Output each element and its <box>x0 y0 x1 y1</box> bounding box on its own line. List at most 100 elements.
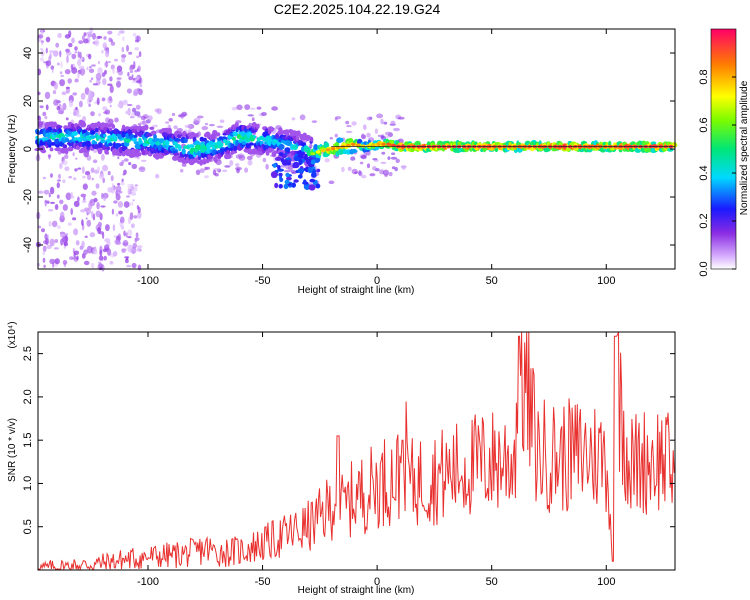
noise-mark <box>91 210 94 219</box>
ridge-core-mark <box>376 142 381 146</box>
noise-mark <box>117 156 120 160</box>
ridge-mark <box>106 146 110 151</box>
spectrogram-y-ticks: -40 -20 0 20 40 <box>22 47 675 253</box>
noise-mark <box>131 201 134 206</box>
noise-mark <box>100 205 106 208</box>
noise-mark <box>97 227 101 234</box>
ridge-mark <box>278 152 284 157</box>
ridge-mark <box>245 143 250 149</box>
ridge-mark <box>97 148 103 155</box>
noise-mark <box>359 161 364 165</box>
ridge-mark <box>127 128 133 135</box>
noise-mark <box>49 186 55 195</box>
x-tick-label: -100 <box>137 576 159 588</box>
noise-mark <box>79 51 82 59</box>
noise-mark <box>397 116 405 120</box>
noise-mark <box>195 169 201 176</box>
noise-mark <box>350 156 356 161</box>
ridge-core-mark <box>330 147 336 151</box>
ridge-mark <box>278 172 283 177</box>
noise-mark <box>345 130 353 134</box>
ridge-mark <box>173 138 181 142</box>
noise-mark <box>103 196 106 201</box>
x-tick-label: 50 <box>486 576 498 588</box>
ridge-mark <box>62 144 68 149</box>
noise-mark <box>138 167 145 170</box>
noise-mark <box>251 117 255 122</box>
snr-y-label: SNR (10 * v/v) <box>7 418 18 482</box>
ridge-mark <box>89 135 97 139</box>
noise-mark <box>95 183 100 189</box>
noise-mark <box>60 211 65 220</box>
noise-mark <box>43 189 50 195</box>
noise-mark <box>59 199 64 205</box>
noise-mark <box>42 250 45 256</box>
noise-mark <box>103 36 107 40</box>
ridge-mark <box>303 179 307 185</box>
noise-mark <box>45 47 48 54</box>
noise-mark <box>67 78 72 84</box>
noise-mark <box>216 125 224 128</box>
noise-mark <box>83 207 90 212</box>
noise-mark <box>135 80 142 84</box>
snr-series-line <box>38 331 675 571</box>
noise-mark <box>86 245 93 254</box>
ridge-mark <box>117 130 122 135</box>
noise-mark <box>78 40 84 44</box>
noise-mark <box>291 117 296 121</box>
ridge-mark <box>71 131 78 136</box>
noise-mark <box>136 245 142 252</box>
ridge-mark <box>117 134 123 140</box>
noise-mark <box>97 81 101 84</box>
noise-mark <box>204 122 209 126</box>
noise-mark <box>68 30 72 38</box>
noise-mark <box>86 31 93 35</box>
noise-mark <box>37 225 42 229</box>
ridge-core-mark <box>371 143 376 147</box>
noise-mark <box>120 216 125 224</box>
noise-mark <box>67 222 72 226</box>
noise-mark <box>43 264 46 268</box>
noise-mark <box>59 231 66 238</box>
ridge-mark <box>255 123 260 129</box>
noise-mark <box>121 57 126 63</box>
noise-mark <box>81 200 87 204</box>
x-tick-label: 100 <box>597 576 615 588</box>
ridge-core-mark <box>310 152 316 156</box>
noise-mark <box>64 233 69 236</box>
colorbar-tick-label: 0.8 <box>698 69 710 84</box>
noise-mark <box>121 47 125 53</box>
noise-mark <box>380 118 384 125</box>
noise-mark <box>291 171 297 175</box>
noise-mark <box>105 224 110 232</box>
noise-mark <box>137 211 142 219</box>
noise-mark <box>363 124 367 131</box>
noise-mark <box>117 182 121 186</box>
noise-mark <box>80 193 87 198</box>
noise-mark <box>90 167 95 173</box>
noise-mark <box>345 120 350 125</box>
noise-mark <box>99 266 103 271</box>
noise-mark <box>130 185 135 191</box>
noise-mark <box>127 229 133 237</box>
ridge-mark <box>285 140 293 147</box>
ridge-mark <box>165 139 170 146</box>
noise-mark <box>244 167 249 173</box>
noise-mark <box>61 91 67 96</box>
noise-mark <box>71 37 75 44</box>
noise-mark <box>366 132 371 138</box>
noise-mark <box>236 104 243 111</box>
noise-mark <box>86 219 92 227</box>
noise-mark <box>204 175 209 179</box>
colorbar-label: Normalized spectral amplitude <box>739 80 750 215</box>
noise-mark <box>122 173 126 176</box>
ridge-mark <box>307 166 313 174</box>
ridge-mark <box>210 134 216 140</box>
noise-mark <box>49 238 55 247</box>
ridge-mark <box>220 148 225 152</box>
ridge-mark <box>530 141 535 147</box>
noise-mark <box>82 175 86 179</box>
ridge-mark <box>360 141 365 145</box>
noise-mark <box>89 79 92 83</box>
ridge-mark <box>131 153 137 157</box>
